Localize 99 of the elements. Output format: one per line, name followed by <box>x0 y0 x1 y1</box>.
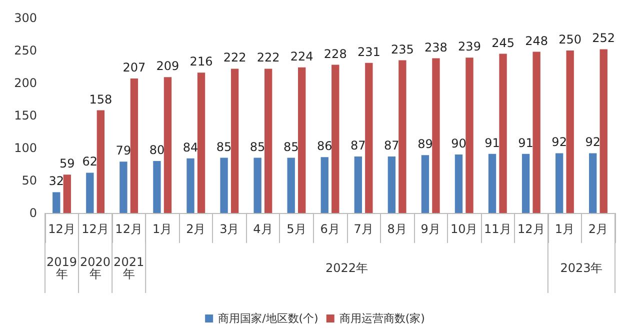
bar <box>532 52 540 213</box>
bar <box>365 62 373 213</box>
data-label: 85 <box>216 140 232 154</box>
data-label: 250 <box>558 32 582 46</box>
text: 2020年 <box>80 255 111 281</box>
bar <box>254 158 262 213</box>
x-tick-label: 12月 <box>48 222 76 236</box>
x-tick-label: 2月 <box>186 222 206 236</box>
bar <box>432 58 440 213</box>
data-label: 85 <box>283 140 299 154</box>
data-label: 207 <box>122 60 146 74</box>
text: 2022年 <box>325 261 368 275</box>
data-label: 91 <box>484 136 500 150</box>
bar <box>454 154 463 213</box>
bar <box>499 54 507 213</box>
data-label: 224 <box>290 49 314 64</box>
data-label: 32 <box>48 174 64 188</box>
bar <box>522 154 530 213</box>
bar <box>153 161 161 213</box>
legend-label: 商用国家/地区数(个) <box>218 312 318 325</box>
data-label: 89 <box>418 137 433 152</box>
x-tick-label: 10月 <box>450 222 478 236</box>
bar <box>589 153 597 213</box>
data-label: 228 <box>324 46 347 61</box>
data-label: 92 <box>585 135 600 150</box>
bar <box>600 49 608 213</box>
bar <box>287 158 295 213</box>
x-tick-label: 6月 <box>320 222 340 236</box>
bar <box>96 110 105 213</box>
x-tick-label: 1月 <box>152 222 172 236</box>
bar <box>466 58 474 213</box>
x-tick-label: 11月 <box>484 222 512 236</box>
y-tick-label: 150 <box>14 108 37 122</box>
bar <box>52 192 60 213</box>
data-label: 231 <box>357 44 380 59</box>
text: 2019年 <box>46 255 78 281</box>
bar <box>332 64 340 213</box>
bar <box>220 158 228 213</box>
data-label: 84 <box>182 140 198 154</box>
bar <box>555 153 564 213</box>
bar <box>566 50 574 213</box>
x-tick-label: 12月 <box>518 222 545 236</box>
bar <box>197 72 206 213</box>
data-label: 216 <box>190 54 213 69</box>
x-tick-label: 12月 <box>82 222 109 236</box>
data-label: 238 <box>424 40 448 54</box>
data-label: 90 <box>451 136 466 150</box>
bar <box>488 154 496 213</box>
data-label: 87 <box>384 138 400 152</box>
data-label: 62 <box>82 154 98 169</box>
x-tick-label: 3月 <box>220 222 240 236</box>
data-label: 252 <box>592 31 616 46</box>
x-tick-label: 9月 <box>420 222 440 236</box>
bar <box>186 158 194 213</box>
bar <box>354 156 362 213</box>
data-label: 79 <box>116 144 132 158</box>
bar <box>264 68 272 213</box>
bar <box>421 155 430 213</box>
data-label: 92 <box>552 135 567 150</box>
x-tick-label: 12月 <box>115 222 142 236</box>
data-label: 80 <box>149 143 165 157</box>
data-label: 87 <box>350 138 366 152</box>
bar <box>298 67 306 213</box>
bar <box>230 68 239 213</box>
y-tick-label: 250 <box>14 44 37 58</box>
data-label: 86 <box>316 139 332 154</box>
bar <box>398 60 406 213</box>
data-label: 91 <box>518 136 534 150</box>
text: 2021年 <box>114 255 144 281</box>
data-label: 248 <box>525 34 548 48</box>
y-tick-label: 200 <box>14 76 37 90</box>
bar <box>320 157 328 213</box>
data-label: 59 <box>60 156 75 171</box>
y-tick-label: 100 <box>14 141 37 155</box>
y-tick-label: 300 <box>14 11 37 25</box>
x-tick-label: 5月 <box>286 222 306 236</box>
x-tick-label: 8月 <box>387 222 407 236</box>
x-tick-label: 7月 <box>354 222 374 236</box>
data-label: 235 <box>390 42 414 56</box>
bar <box>63 174 71 213</box>
bar <box>120 162 128 213</box>
data-label: 222 <box>223 50 246 65</box>
data-label: 222 <box>256 50 280 65</box>
data-label: 245 <box>492 36 514 50</box>
x-tick-label: 1月 <box>554 222 575 236</box>
x-tick-label: 2月 <box>588 222 608 236</box>
bar <box>130 78 138 213</box>
bar <box>86 172 94 213</box>
text: 2023年 <box>560 261 603 275</box>
x-tick-label: 4月 <box>253 222 273 236</box>
data-label: 158 <box>89 92 112 106</box>
legend-label: 商用运营商数(家) <box>339 312 425 325</box>
bar <box>388 156 396 213</box>
data-label: 85 <box>250 140 266 154</box>
bar <box>164 77 172 213</box>
y-tick-label: 0 <box>29 206 37 220</box>
data-label: 239 <box>458 40 481 54</box>
y-tick-label: 50 <box>22 174 37 188</box>
data-label: 209 <box>156 59 180 74</box>
